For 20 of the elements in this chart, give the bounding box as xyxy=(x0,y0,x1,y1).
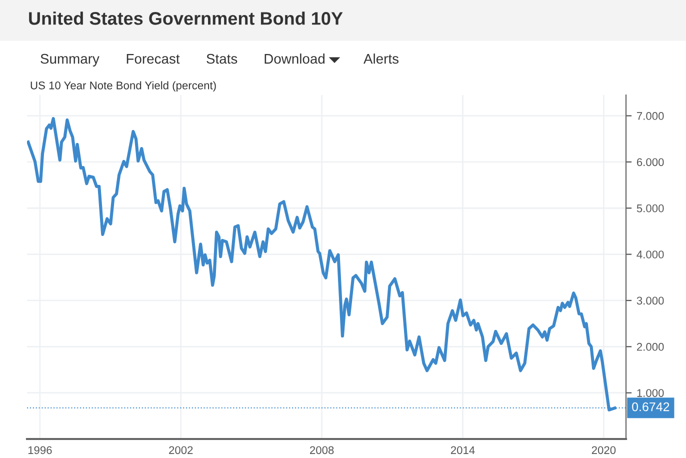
x-tick-label: 2002 xyxy=(169,446,193,454)
x-tick-label: 1996 xyxy=(28,446,52,454)
chart-title: United States Government Bond 10Y xyxy=(29,12,343,25)
x-tick-label: 2008 xyxy=(310,446,334,454)
y-tick-label: 5.000 xyxy=(636,204,664,212)
y-tick-label: 2.000 xyxy=(636,342,664,351)
text: Stats xyxy=(206,54,238,64)
y-tick-label: 4.000 xyxy=(636,250,664,258)
y-tick-label: 6.000 xyxy=(636,158,664,166)
text: Summary xyxy=(40,54,100,66)
y-tick-label: 7.000 xyxy=(636,112,664,120)
y-tick-label: 1.000 xyxy=(637,389,664,397)
x-tick-label: 2014 xyxy=(450,446,475,454)
y-tick-label: 3.000 xyxy=(636,296,664,305)
text: Alerts xyxy=(364,54,398,64)
text: Download xyxy=(264,54,324,64)
ref-line-label: 0.6742 xyxy=(632,402,670,412)
x-tick-label: 2020 xyxy=(592,446,616,454)
text: Forecast xyxy=(126,54,180,64)
chart-subtitle: US 10 Year Note Bond Yield (percent) xyxy=(30,81,216,92)
